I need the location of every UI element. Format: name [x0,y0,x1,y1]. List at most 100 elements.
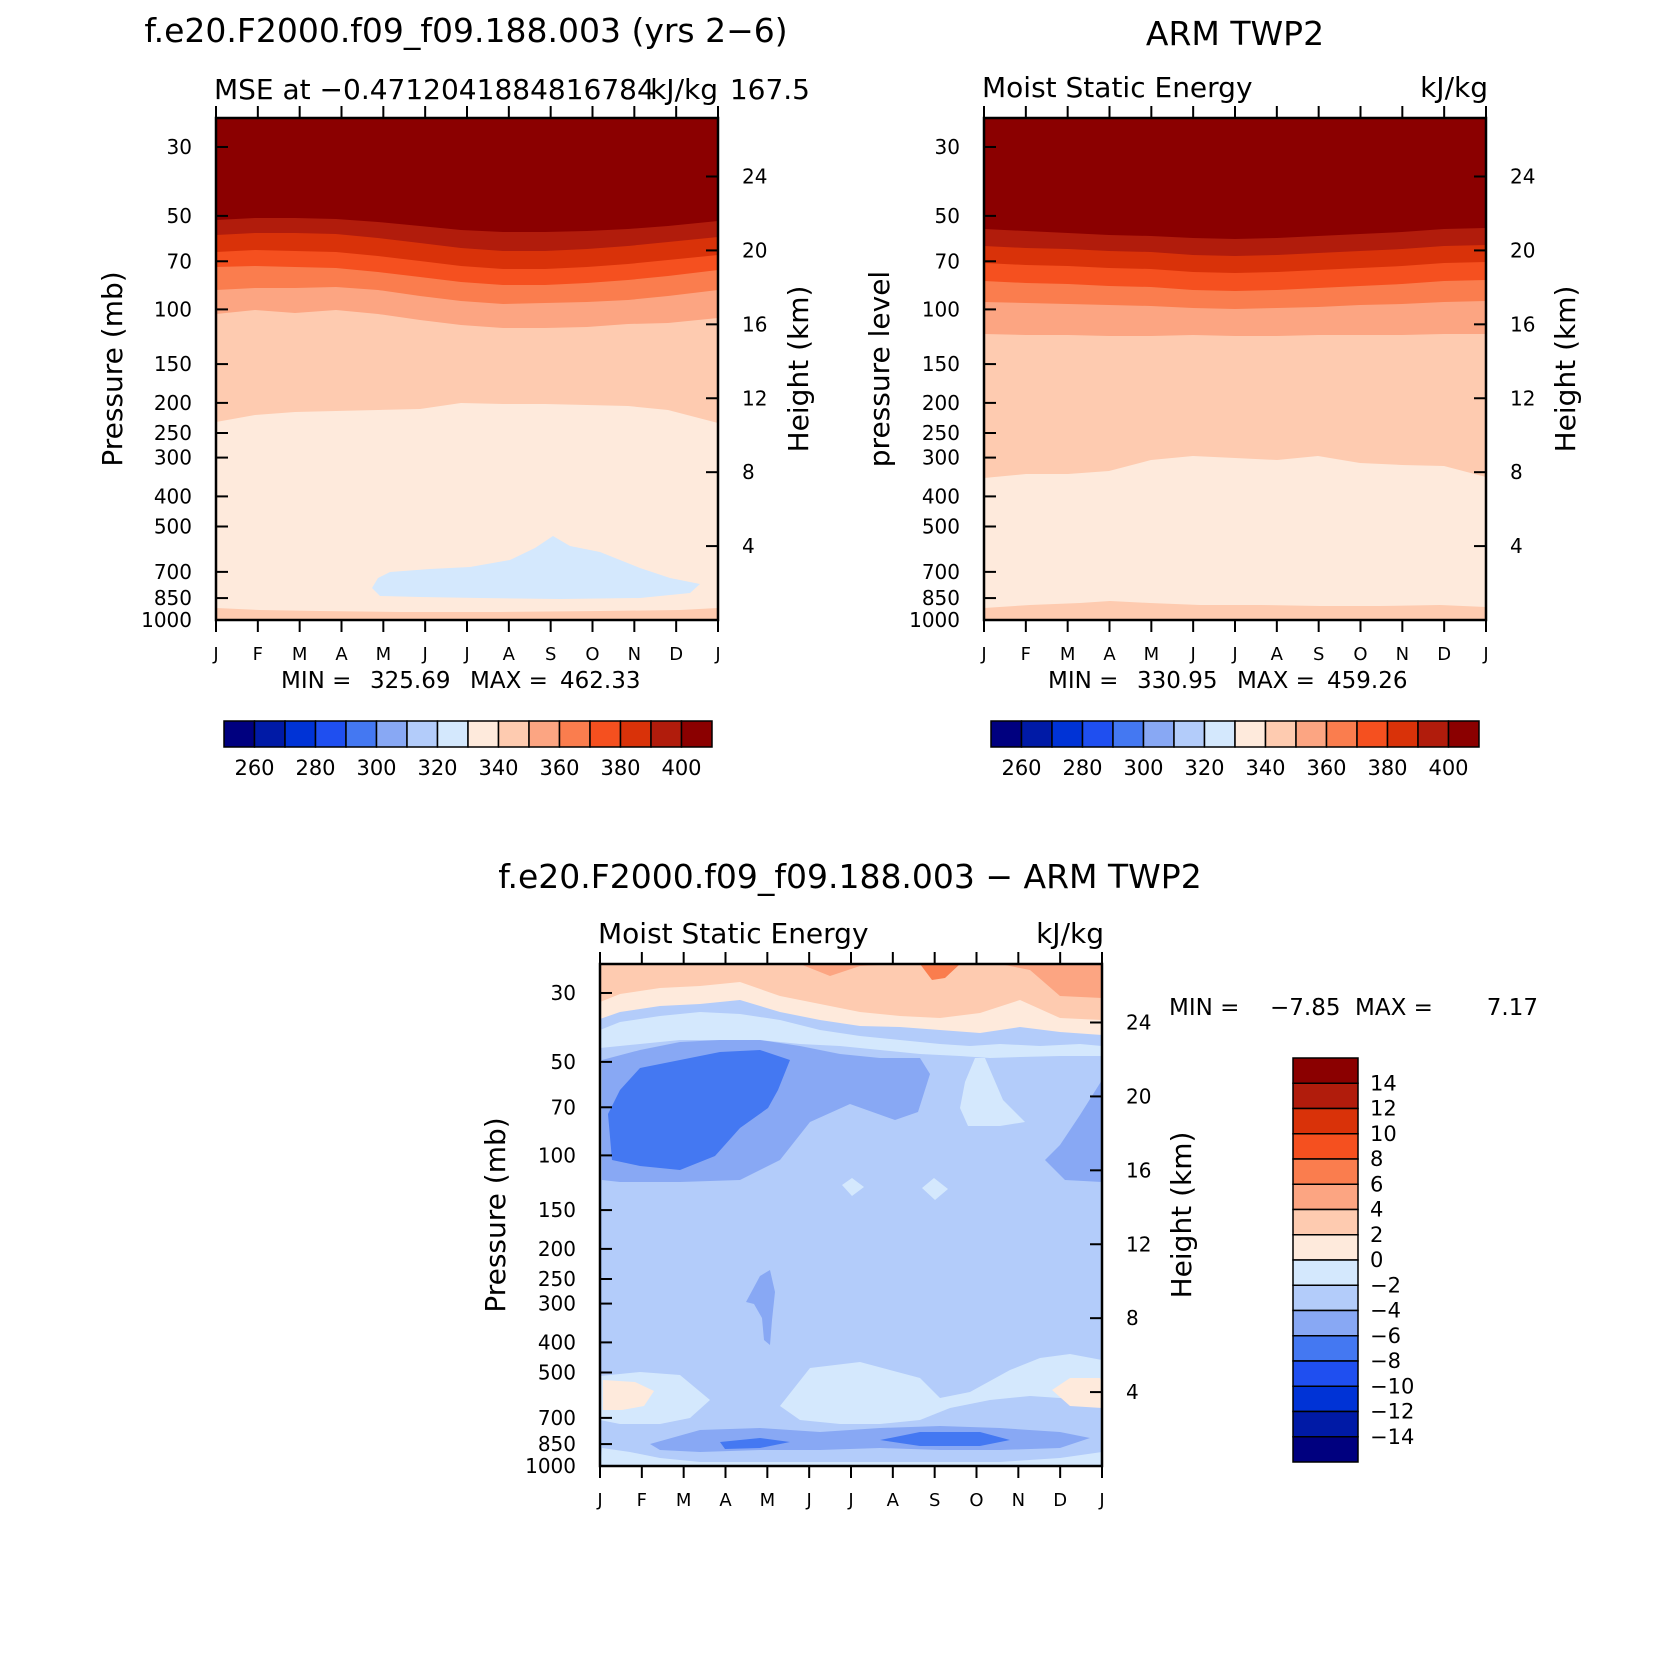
panel-model-month-label: A [503,644,516,665]
panel-obs-pressure-tick-label: 400 [922,484,960,508]
panel-model-colorbar-label: 360 [539,756,579,780]
panel-model-height-tick-label: 12 [742,386,767,410]
panel-diff-pressure-tick-label: 30 [551,981,576,1005]
panel-diff-colorbar-box [1292,1335,1359,1362]
panel-diff-max-label: MAX = [1355,995,1433,1021]
panel-obs-colorbar-label: 280 [1062,756,1102,780]
panel-diff-colorbar-label: −12 [1370,1400,1414,1424]
panel-model-band-400 [216,118,718,232]
panel-diff-band-neg2-0 [600,1012,1102,1058]
panel-diff-pressure-tick-label: 200 [538,1237,576,1261]
panel-model-colorbar-box [253,720,286,748]
panel-obs-colorbar-box [1386,720,1419,748]
panel-diff-month-label: J [596,1490,602,1511]
panel-model-height-tick-label: 4 [742,534,755,558]
panel-model-pressure-tick-label: 700 [154,560,192,584]
panel-diff-band-2-4 [600,964,1102,1020]
panel-diff-title: f.e20.F2000.f09_f09.188.003 − ARM TWP2 [498,857,1201,896]
panel-obs-colorbar-box [1112,720,1145,748]
panel-model-pressure-tick-label: 70 [167,249,192,273]
panel-model-colorbar-box [589,720,622,748]
panel-diff-colorbar-box [1292,1183,1359,1211]
panel-diff-month-label: J [806,1490,812,1511]
panel-model-month-label: N [628,644,641,665]
panel-diff-subtitle-right: kJ/kg [1036,917,1104,950]
panel-diff-band-neg2-0-f [780,1354,1102,1424]
panel-model-month-label: F [253,644,263,665]
panel-model-subtitle-left: MSE at −0.4712041884816784 [214,73,655,106]
panel-obs-colorbar-label: 360 [1306,756,1346,780]
panel-model-colorbar-box [528,720,561,748]
panel-diff-colorbar-box [1292,1234,1359,1261]
panel-model-month-label: M [376,644,392,665]
panel-model-pressure-tick-label: 30 [167,135,192,159]
panel-model-max-value: 462.33 [560,668,640,694]
panel-diff-min-value: −7.85 [1270,995,1340,1021]
panel-obs-ylabel-right: Height (km) [1549,286,1582,453]
panel-obs-colorbar-box [1447,720,1480,748]
panel-obs-month-label: J [1190,644,1196,665]
panel-diff-band-0-2-c [1052,1378,1102,1408]
panel-diff-month-label: J [847,1490,853,1511]
panel-diff-pressure-tick-label: 70 [551,1095,576,1119]
panel-diff-colorbar-box [1292,1057,1359,1084]
panel-diff-height-tick-label: 24 [1126,1011,1151,1035]
panel-diff-band-neg8-6 [608,1050,790,1170]
panel-model-colorbar: 260 280 300 320 340 360 380 400 [223,720,713,780]
panel-diff-colorbar-label: −4 [1370,1299,1401,1323]
panel-model-colorbar-label: 340 [478,756,518,780]
panel-model-month-label: M [292,644,308,665]
panel-model-colorbar-box [680,720,713,748]
panel-model-ylabel: Pressure (mb) [96,271,129,466]
panel-obs-month-label: O [1353,644,1367,665]
panel-model-min-value: 325.69 [370,668,450,694]
panel-diff-colorbar-label: −6 [1370,1324,1401,1348]
panel-model-subtitle-extra: 167.5 [730,73,810,106]
panel-model-month-label: J [714,644,720,665]
panel-obs-colorbar-box [1051,720,1084,748]
panel-obs-min-label: MIN = [1048,668,1118,694]
panel-model-minmax: MIN = 325.69 MAX = 462.33 [281,668,640,694]
panel-diff-ylabel: Pressure (mb) [479,1117,512,1312]
panel-diff-height-tick-label: 20 [1126,1084,1151,1108]
panel-diff-colorbar-label: 6 [1370,1172,1383,1196]
panel-diff-pressure-tick-label: 50 [551,1050,576,1074]
panel-diff-pressure-tick-label: 700 [538,1406,576,1430]
panel-obs-colorbar-box [1203,720,1236,748]
panel-obs-band-surface [984,601,1486,620]
panel-diff-min-label: MIN = [1169,995,1239,1021]
panel-obs-subtitle-right: kJ/kg [1420,71,1488,104]
panel-obs-max-label: MAX = [1237,668,1315,694]
panel-obs-pressure-tick-label: 1000 [909,608,960,632]
panel-obs-month-label: A [1271,644,1284,665]
panel-obs-month-label: M [1060,644,1076,665]
panel-model-colorbar-label: 280 [295,756,335,780]
panel-obs-height-tick-label: 24 [1510,165,1535,189]
panel-diff-subtitle-left: Moist Static Energy [598,917,869,950]
panel-diff-band-neg2-0-b [960,1058,1025,1126]
panel-model-month-label: A [335,644,348,665]
panel-diff-colorbar-box [1292,1107,1359,1135]
panel-diff-band-neg6-4-b [1045,1080,1102,1182]
panel-obs-colorbar: 260 280 300 320 340 360 380 400 [990,720,1480,780]
panel-diff-colorbar-label: 4 [1370,1198,1383,1222]
panel-model-colorbar-label: 320 [417,756,457,780]
panel-obs-colorbar-box [1325,720,1358,748]
panel-obs-min-value: 330.95 [1137,668,1217,694]
panel-model-pressure-tick-label: 200 [154,391,192,415]
panel-diff-pressure-tick-label: 150 [538,1198,576,1222]
panel-diff-colorbar-label: 2 [1370,1223,1383,1247]
panel-obs-colorbar-box [1417,720,1450,748]
panel-model-band-320 [372,536,700,599]
panel-model-height-tick-label: 8 [742,460,755,484]
panel-obs-month-label: J [1482,644,1488,665]
panel-diff-height-ticks: 24 20 16 12 8 4 [1090,1011,1151,1404]
panel-diff-month-label: N [1012,1490,1025,1511]
